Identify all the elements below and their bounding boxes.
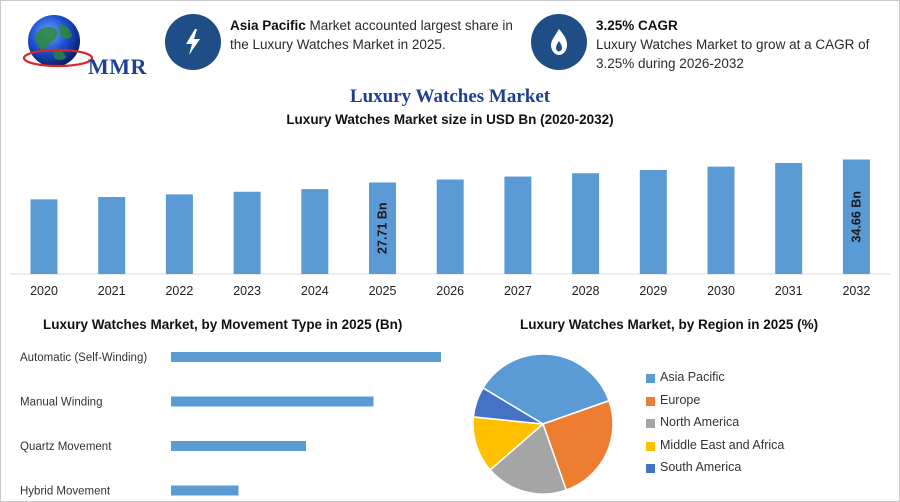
region-chart-title: Luxury Watches Market, by Region in 2025… — [520, 317, 819, 332]
movement-type-bar-chart: Automatic (Self-Winding) Manual Winding Qu… — [20, 352, 441, 498]
bar-2020 — [30, 199, 58, 274]
legend-label: Asia Pacific — [660, 370, 725, 384]
hbar-2 — [171, 396, 374, 407]
legend-swatch — [646, 464, 655, 473]
x-tick-label: 2022 — [165, 284, 193, 298]
bar-data-label: 27.71 Bn — [376, 203, 390, 254]
bar-data-label: 34.66 Bn — [849, 191, 863, 242]
highlight-asia-pacific: Asia Pacific Market accounted largest sh… — [165, 12, 525, 72]
pie-slice-middle-east-and-africa — [472, 416, 545, 471]
hbar-4 — [171, 485, 239, 496]
bar-2032 — [842, 159, 870, 274]
movement-chart-title: Luxury Watches Market, by Movement Type … — [43, 317, 403, 332]
bar-2028 — [572, 173, 600, 274]
flame-icon — [551, 29, 567, 55]
legend-label: Europe — [660, 392, 701, 407]
highlight-bold: Asia Pacific — [230, 18, 306, 33]
region-pie-chart — [472, 353, 614, 495]
pie-slice-europe — [542, 399, 614, 491]
x-tick-label: 2024 — [301, 284, 329, 298]
legend-swatch — [646, 441, 655, 451]
legend-label: South America — [660, 460, 742, 474]
bar-2029 — [639, 169, 667, 274]
x-tick-label: 2021 — [98, 284, 126, 298]
bar-chart-title: Luxury Watches Market size in USD Bn (20… — [286, 112, 614, 127]
category-label: Hybrid Movement — [20, 486, 111, 498]
hbar-1 — [171, 352, 441, 362]
highlight-icon-circle — [531, 14, 587, 70]
x-tick-label: 2026 — [436, 284, 464, 298]
x-tick-label: 2030 — [707, 284, 735, 298]
highlight-body: Luxury Watches Market to grow at a CAGR … — [596, 37, 870, 71]
x-tick-label: 2031 — [775, 284, 803, 298]
bar-2031 — [775, 163, 803, 274]
highlight-bold: 3.25% CAGR — [596, 18, 678, 33]
category-label: Automatic (Self-Winding) — [20, 352, 147, 364]
legend-label: Middle East and Africa — [660, 437, 785, 452]
category-label: Manual Winding — [20, 397, 102, 409]
bar-2027 — [504, 176, 532, 274]
legend-swatch — [646, 419, 655, 428]
highlight-cagr: 3.25% CAGR Luxury Watches Market to grow… — [531, 12, 891, 72]
highlight-text: Asia Pacific Market accounted largest sh… — [230, 16, 530, 54]
bar-2022 — [165, 194, 193, 274]
globe-icon — [22, 15, 94, 68]
x-tick-label: 2032 — [842, 284, 870, 298]
legend-label: North America — [660, 415, 740, 429]
legend-swatch — [646, 374, 655, 383]
bar-2026 — [436, 179, 464, 274]
pie-slice-north-america — [489, 422, 568, 495]
x-tick-label: 2020 — [30, 284, 58, 298]
x-tick-label: 2023 — [233, 284, 261, 298]
x-tick-label: 2028 — [572, 284, 600, 298]
legend-swatch — [646, 396, 655, 406]
bar-2021 — [98, 197, 126, 274]
mmr-logo: MMR — [22, 8, 146, 79]
bar-2025 — [369, 182, 396, 274]
x-tick-label: 2029 — [639, 284, 667, 298]
pie-slice-south-america — [472, 386, 544, 425]
bar-2023 — [233, 191, 261, 274]
page-title: Luxury Watches Market — [349, 86, 551, 107]
market-size-bar-chart: 2020 2021 2022 2023 2024 2025 27.71 Bn 2026 2027… — [10, 159, 890, 298]
x-tick-label: 2025 — [369, 284, 397, 298]
lightning-icon — [186, 29, 200, 55]
highlight-body: Market accounted largest share in the Lu… — [230, 18, 513, 52]
category-label: Quartz Movement — [20, 441, 112, 453]
logo-text: MMR — [88, 54, 147, 79]
bar-2024 — [301, 189, 329, 274]
x-tick-label: 2027 — [504, 284, 532, 298]
bar-2030 — [707, 166, 735, 274]
highlight-icon-circle — [165, 14, 221, 70]
highlight-text: 3.25% CAGR Luxury Watches Market to grow… — [596, 16, 886, 73]
hbar-3 — [171, 441, 306, 451]
